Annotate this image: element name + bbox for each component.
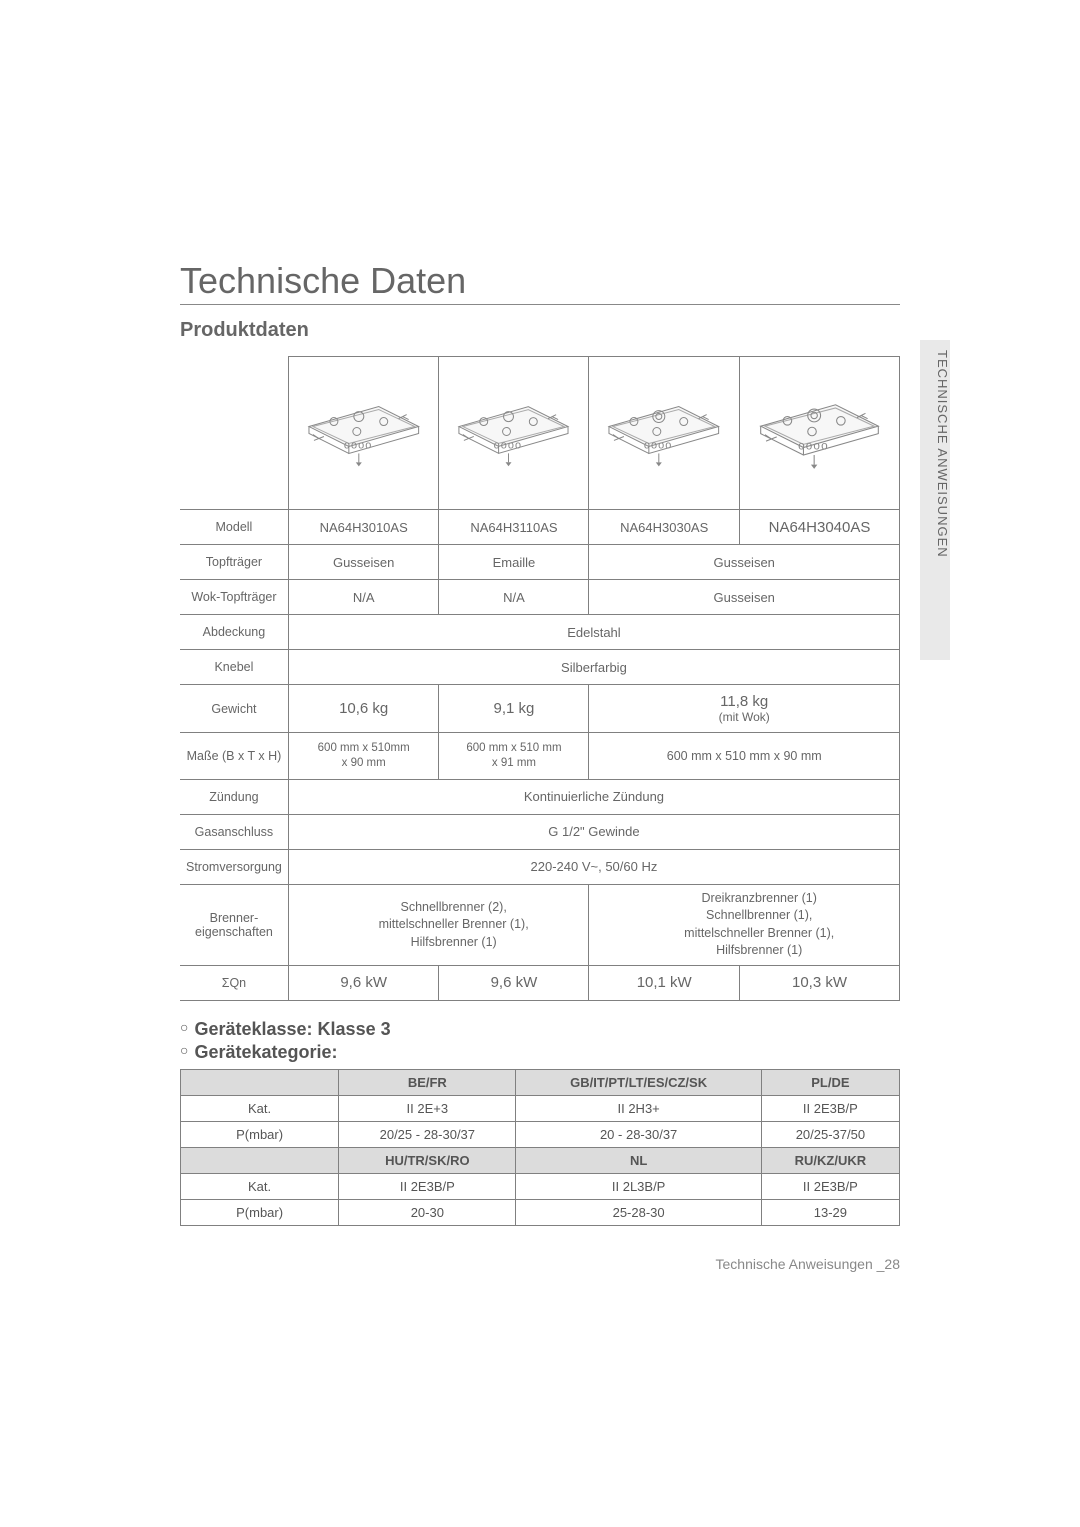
cat-cell: 13-29 <box>761 1199 899 1225</box>
row-label: Modell <box>180 510 288 545</box>
cell: 9,6 kW <box>439 965 589 1000</box>
cell: Kontinuierliche Zündung <box>288 779 899 814</box>
row-label: Maße (B x T x H) <box>180 733 288 780</box>
cell: 9,6 kW <box>288 965 439 1000</box>
svg-text:o o o o: o o o o <box>494 439 521 451</box>
hob-illustration: o o o o <box>439 357 589 510</box>
cell: N/A <box>288 580 439 615</box>
cell: G 1/2" Gewinde <box>288 814 899 849</box>
cat-cell: 20/25 - 28-30/37 <box>339 1121 516 1147</box>
cell-model: NA64H3040AS <box>740 510 900 545</box>
cat-header: BE/FR <box>339 1069 516 1095</box>
row-label: Topfträger <box>180 545 288 580</box>
cell: Gusseisen <box>589 580 900 615</box>
cat-cell: 20/25-37/50 <box>761 1121 899 1147</box>
cell: Edelstahl <box>288 615 899 650</box>
cell: 9,1 kg <box>439 685 589 733</box>
row-label: Wok-Topfträger <box>180 580 288 615</box>
hob-illustration: o o o o <box>589 357 740 510</box>
cell: Schnellbrenner (2), mittelschneller Bren… <box>288 884 589 965</box>
cat-cell: II 2E3B/P <box>761 1173 899 1199</box>
cell: 600 mm x 510 mm x 90 mm <box>589 733 900 780</box>
cat-header: PL/DE <box>761 1069 899 1095</box>
svg-text:o o o o: o o o o <box>344 439 371 451</box>
svg-text:o o o o: o o o o <box>644 439 671 451</box>
cat-cell: II 2E3B/P <box>761 1095 899 1121</box>
cat-row-label: Kat. <box>181 1095 339 1121</box>
cell: N/A <box>439 580 589 615</box>
cell-model: NA64H3030AS <box>589 510 740 545</box>
cell: Emaille <box>439 545 589 580</box>
page-footer: Technische Anweisungen _28 <box>180 1256 900 1272</box>
cat-row-label: P(mbar) <box>181 1121 339 1147</box>
cell: Silberfarbig <box>288 650 899 685</box>
row-label: Brenner- eigenschaften <box>180 884 288 965</box>
cat-cell: 20 - 28-30/37 <box>516 1121 761 1147</box>
svg-text:o o o o: o o o o <box>798 440 828 453</box>
hob-illustration: o o o o <box>288 357 439 510</box>
cat-header: RU/KZ/UKR <box>761 1147 899 1173</box>
cell: Gusseisen <box>288 545 439 580</box>
row-label: Gasanschluss <box>180 814 288 849</box>
cat-cell: II 2H3+ <box>516 1095 761 1121</box>
side-section-label: TECHNISCHE ANWEISUNGEN <box>920 350 950 558</box>
cat-cell: II 2E+3 <box>339 1095 516 1121</box>
cat-cell: 20-30 <box>339 1199 516 1225</box>
appliance-category-label: ○Gerätekategorie: <box>180 1042 900 1063</box>
cat-header: NL <box>516 1147 761 1173</box>
page-title: Technische Daten <box>180 260 900 305</box>
cell: 10,6 kg <box>288 685 439 733</box>
cell: 600 mm x 510mmx 90 mm <box>288 733 439 780</box>
cat-header: HU/TR/SK/RO <box>339 1147 516 1173</box>
cell-model: NA64H3110AS <box>439 510 589 545</box>
hob-illustration: o o o o <box>740 357 900 510</box>
appliance-class: ○Geräteklasse: Klasse 3 <box>180 1019 900 1040</box>
cat-cell: 25-28-30 <box>516 1199 761 1225</box>
cell: 10,1 kW <box>589 965 740 1000</box>
cell: 600 mm x 510 mmx 91 mm <box>439 733 589 780</box>
row-label: Zündung <box>180 779 288 814</box>
row-label: Gewicht <box>180 685 288 733</box>
cat-cell: II 2E3B/P <box>339 1173 516 1199</box>
product-data-table: o o o o o o o o <box>180 356 900 1001</box>
cat-row-label: Kat. <box>181 1173 339 1199</box>
cat-cell: II 2L3B/P <box>516 1173 761 1199</box>
row-label: ΣQn <box>180 965 288 1000</box>
row-label: Abdeckung <box>180 615 288 650</box>
cell: 10,3 kW <box>740 965 900 1000</box>
cell: 220-240 V~, 50/60 Hz <box>288 849 899 884</box>
category-table: BE/FR GB/IT/PT/LT/ES/CZ/SK PL/DE Kat. II… <box>180 1069 900 1226</box>
cell: Dreikranzbrenner (1) Schnellbrenner (1),… <box>589 884 900 965</box>
row-label: Stromversorgung <box>180 849 288 884</box>
cell-model: NA64H3010AS <box>288 510 439 545</box>
cat-header: GB/IT/PT/LT/ES/CZ/SK <box>516 1069 761 1095</box>
cell: Gusseisen <box>589 545 900 580</box>
section-title: Produktdaten <box>180 319 900 342</box>
cat-row-label: P(mbar) <box>181 1199 339 1225</box>
cell: 11,8 kg (mit Wok) <box>589 685 900 733</box>
row-label: Knebel <box>180 650 288 685</box>
